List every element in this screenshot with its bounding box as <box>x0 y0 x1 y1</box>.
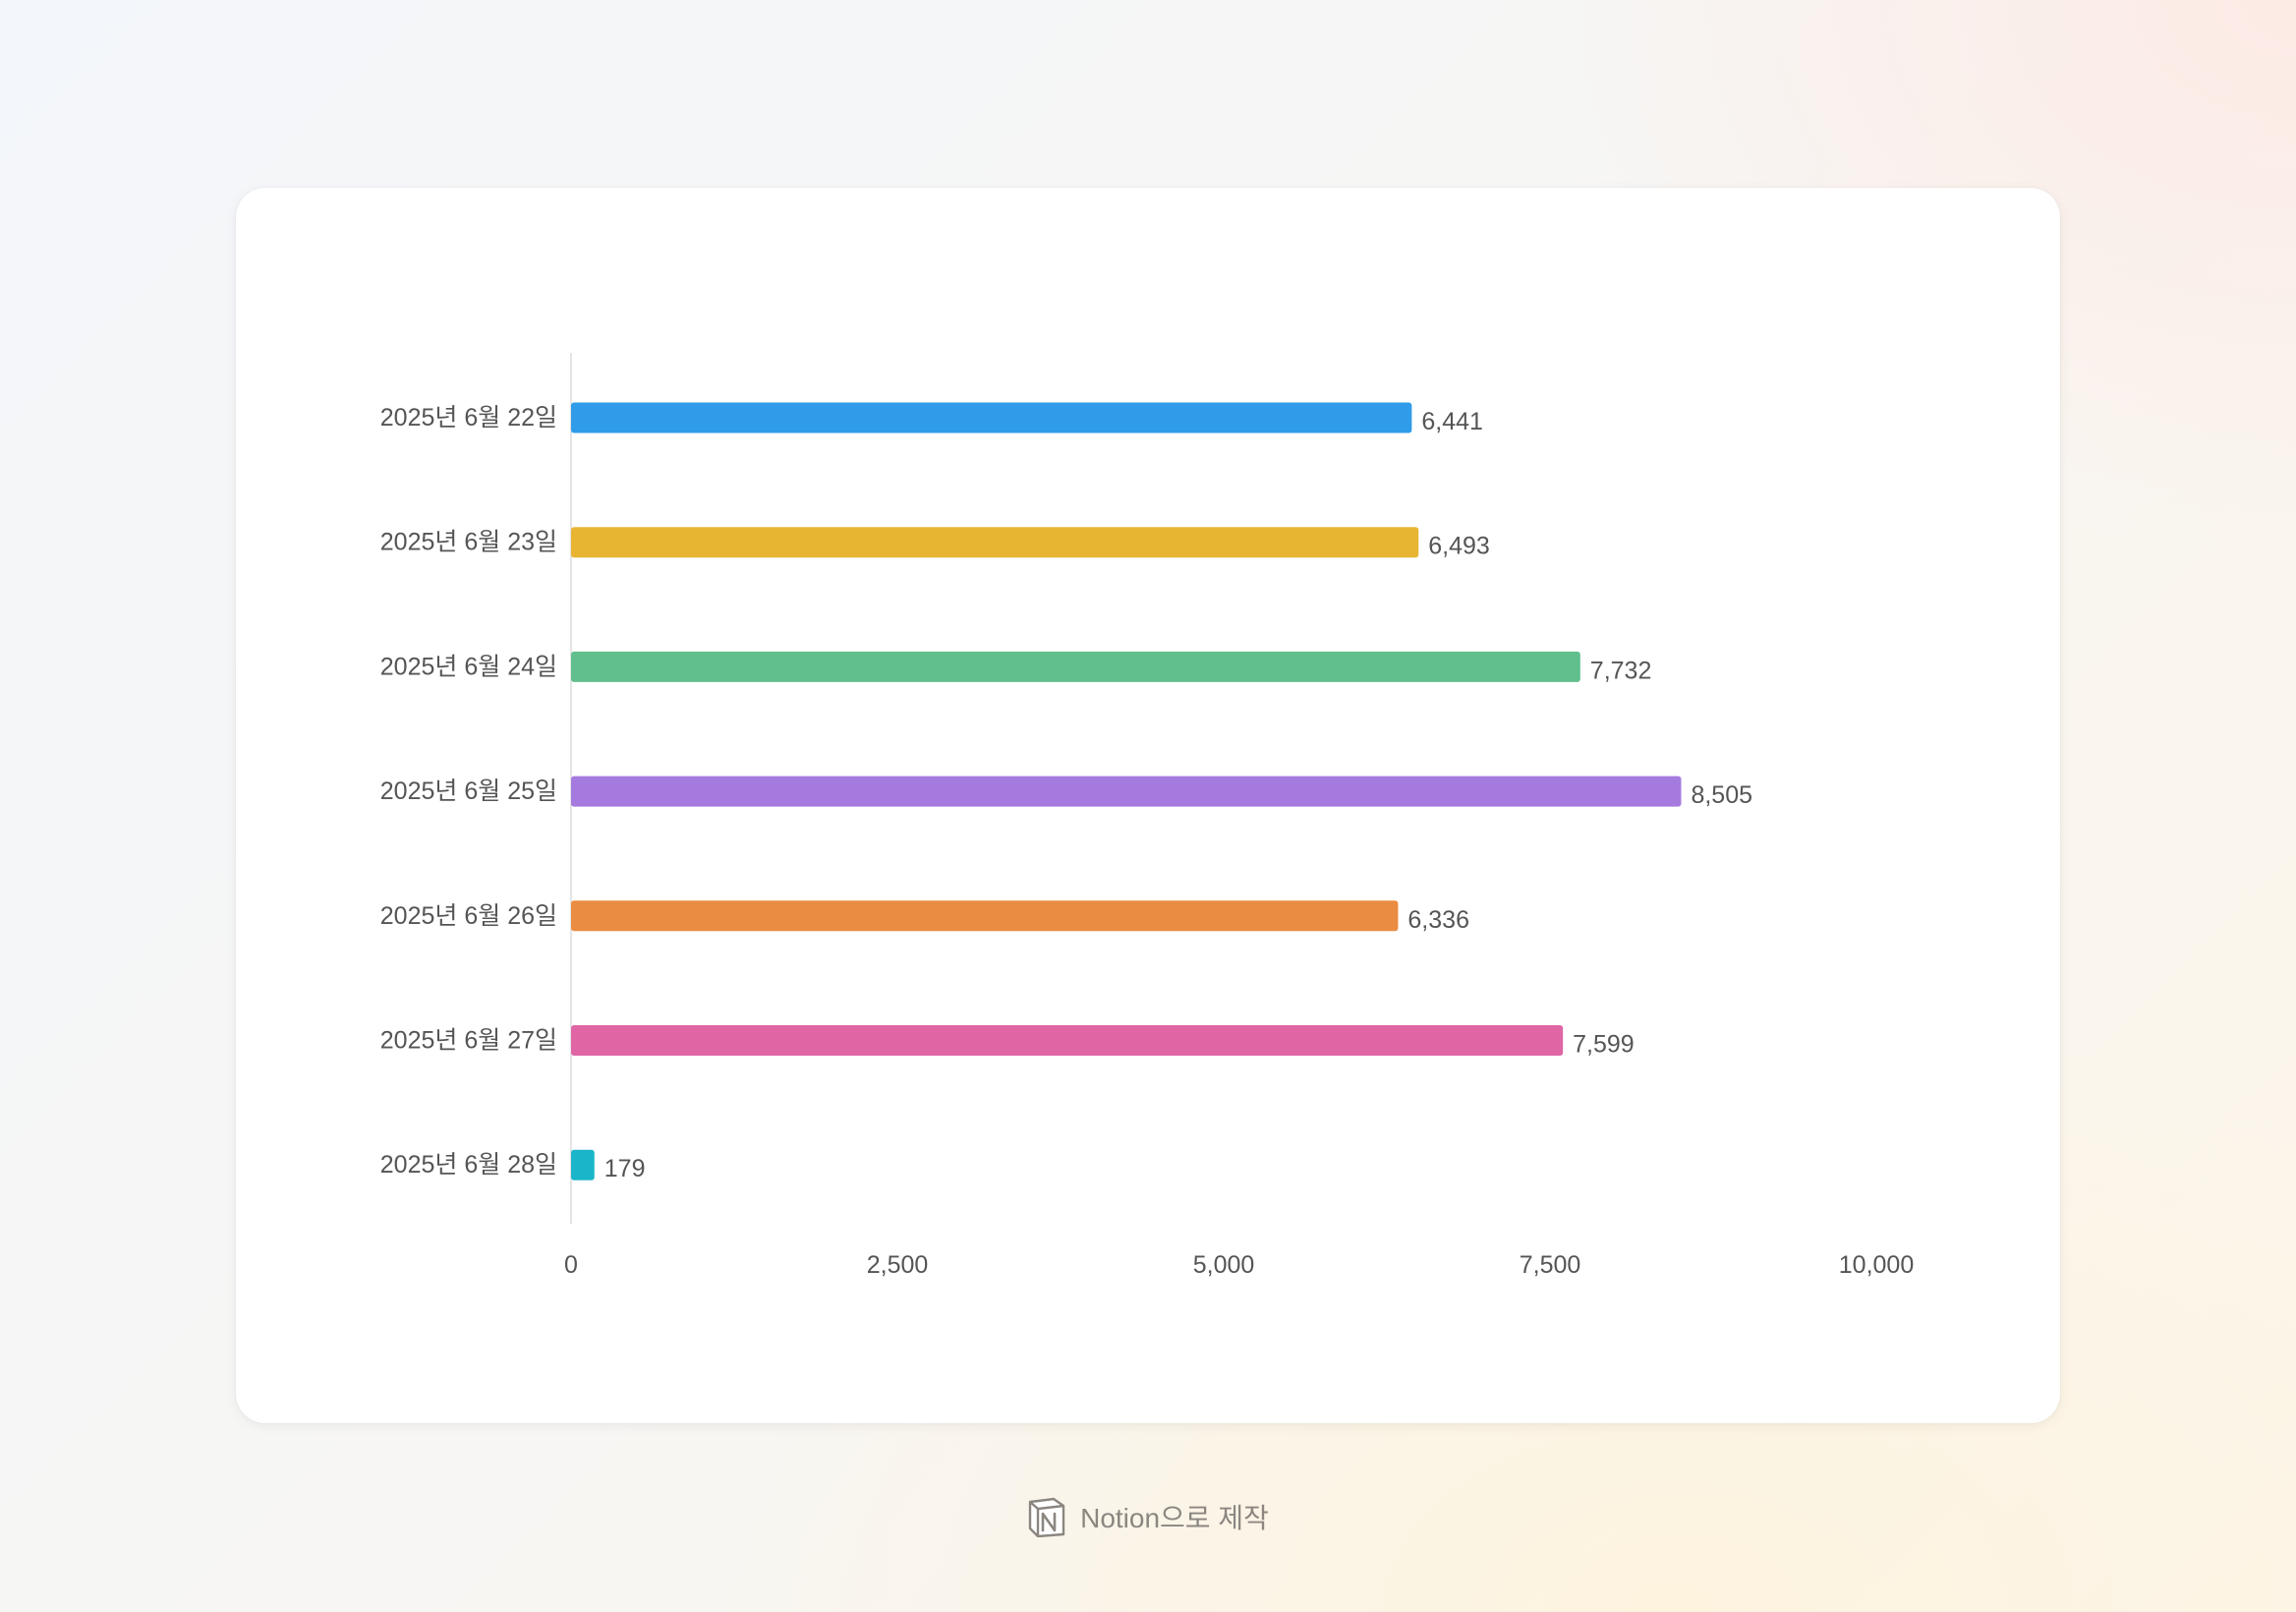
category-label: 2025년 6월 22일 <box>380 404 557 432</box>
bar-value-label: 8,505 <box>1691 781 1752 809</box>
category-label: 2025년 6월 26일 <box>380 902 557 930</box>
x-tick-label: 10,000 <box>1839 1251 1914 1279</box>
chart-card: 2025년 6월 22일 6,441 2025년 6월 23일 6,493 2025년 … <box>236 188 2060 1423</box>
x-tick-label: 7,500 <box>1520 1251 1581 1279</box>
category-label: 2025년 6월 24일 <box>380 653 557 680</box>
x-tick-label: 0 <box>564 1251 578 1279</box>
bars-layer: 2025년 6월 22일 6,441 2025년 6월 23일 6,493 2025년 … <box>380 353 1914 1279</box>
bar[interactable] <box>571 900 1399 932</box>
category-label: 2025년 6월 23일 <box>380 529 557 556</box>
bar[interactable] <box>571 527 1419 558</box>
bar-value-label: 6,336 <box>1407 906 1469 934</box>
bar[interactable] <box>571 776 1682 807</box>
bar-value-label: 7,599 <box>1573 1031 1635 1059</box>
bar-value-label: 179 <box>604 1155 646 1182</box>
category-label: 2025년 6월 28일 <box>380 1151 557 1179</box>
x-tick-label: 5,000 <box>1193 1251 1255 1279</box>
category-label: 2025년 6월 25일 <box>380 777 557 805</box>
bar[interactable] <box>571 402 1412 433</box>
bar-value-label: 6,441 <box>1421 408 1483 435</box>
bar[interactable] <box>571 1149 595 1180</box>
bar[interactable] <box>571 651 1580 682</box>
notion-logo-icon <box>1028 1497 1065 1537</box>
footer[interactable]: Notion으로 제작 <box>0 1492 2296 1541</box>
category-label: 2025년 6월 27일 <box>380 1027 557 1055</box>
bar-value-label: 7,732 <box>1590 657 1652 684</box>
bar-chart: 2025년 6월 22일 6,441 2025년 6월 23일 6,493 2025년 … <box>380 353 1914 1279</box>
x-tick-label: 2,500 <box>867 1251 929 1279</box>
bar-value-label: 6,493 <box>1428 533 1490 560</box>
bar[interactable] <box>571 1025 1564 1056</box>
footer-text: Notion으로 제작 <box>1080 1503 1269 1533</box>
